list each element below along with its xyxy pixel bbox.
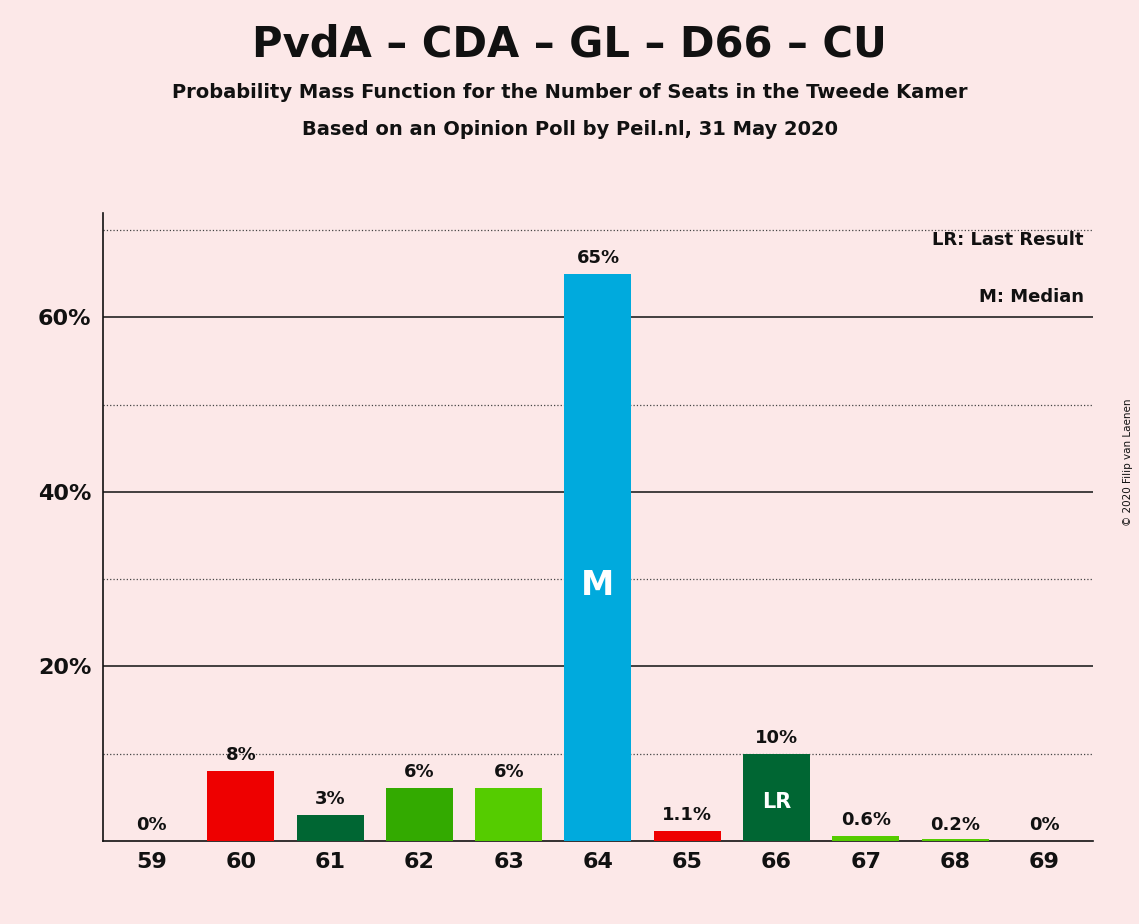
Text: 1.1%: 1.1% [662,807,712,824]
Text: LR: LR [762,792,792,811]
Text: Based on an Opinion Poll by Peil.nl, 31 May 2020: Based on an Opinion Poll by Peil.nl, 31 … [302,120,837,140]
Text: 8%: 8% [226,746,256,764]
Bar [921,839,989,841]
Bar [386,788,453,841]
Text: Probability Mass Function for the Number of Seats in the Tweede Kamer: Probability Mass Function for the Number… [172,83,967,103]
Text: 65%: 65% [576,249,620,267]
Bar [565,274,631,841]
Text: 0%: 0% [137,816,167,833]
Bar [743,754,810,841]
Bar [833,835,900,841]
Text: 0%: 0% [1029,816,1059,833]
Text: 0.2%: 0.2% [931,816,980,833]
Text: PvdA – CDA – GL – D66 – CU: PvdA – CDA – GL – D66 – CU [252,23,887,65]
Bar [296,815,363,841]
Bar [654,832,721,841]
Text: 6%: 6% [404,763,435,782]
Text: LR: Last Result: LR: Last Result [932,231,1083,249]
Text: M: M [581,569,615,602]
Text: 6%: 6% [493,763,524,782]
Bar [207,771,274,841]
Text: 10%: 10% [755,729,798,747]
Text: 3%: 3% [314,790,345,808]
Text: M: Median: M: Median [978,288,1083,306]
Bar [475,788,542,841]
Text: © 2020 Filip van Laenen: © 2020 Filip van Laenen [1123,398,1133,526]
Text: 0.6%: 0.6% [841,810,891,829]
